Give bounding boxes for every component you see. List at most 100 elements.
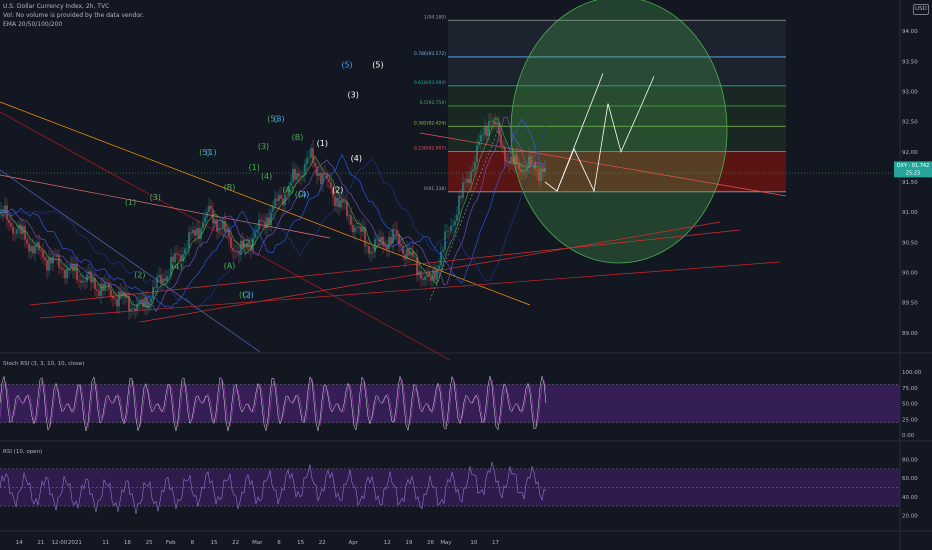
candle	[24, 226, 26, 240]
candle	[386, 246, 388, 250]
time-axis-label: 8	[277, 540, 281, 546]
candle	[58, 255, 60, 268]
candle	[264, 221, 266, 229]
stoch-rsi-title[interactable]: Stoch RSI (3, 3, 10, 10, close)	[3, 361, 85, 367]
candle	[42, 251, 44, 258]
candle	[382, 236, 384, 246]
candle	[268, 217, 270, 226]
candle	[432, 270, 434, 281]
candle	[508, 161, 510, 164]
candle	[482, 134, 484, 136]
candle	[258, 219, 260, 230]
candle	[74, 263, 76, 272]
rsi-title[interactable]: RSI (10, open)	[3, 449, 43, 455]
candle	[510, 156, 512, 164]
candle	[36, 242, 38, 247]
candle	[56, 255, 58, 257]
candle	[474, 162, 476, 170]
candle	[516, 154, 518, 164]
candle	[442, 250, 444, 252]
wave-label: (B)	[224, 183, 236, 192]
candle	[232, 248, 234, 251]
candle	[410, 251, 412, 256]
candle	[236, 250, 238, 252]
candle	[378, 238, 380, 242]
candle	[198, 227, 200, 240]
stoch-axis-label: 25.00	[902, 417, 918, 423]
ema-indicator-label[interactable]: EMA 20/50/100/200	[3, 21, 63, 28]
candle	[314, 162, 316, 167]
candle	[476, 145, 478, 163]
time-axis-label: 10	[470, 540, 477, 546]
candle	[242, 240, 244, 249]
candle	[272, 205, 274, 212]
candle	[394, 229, 396, 230]
candle	[464, 182, 466, 183]
ema-line	[0, 118, 547, 309]
candle	[436, 269, 438, 280]
candle	[98, 290, 100, 296]
trend-line	[0, 174, 331, 239]
candle	[172, 256, 174, 262]
candle	[228, 229, 230, 237]
candle	[144, 297, 146, 307]
wave-label: (5)	[372, 60, 383, 69]
candle	[278, 195, 280, 201]
candle	[158, 275, 160, 278]
candle	[204, 216, 206, 223]
candle	[414, 256, 416, 258]
trend-line	[0, 169, 261, 353]
candle	[178, 254, 180, 256]
candle	[328, 178, 330, 182]
candle	[428, 273, 430, 278]
candle	[112, 295, 114, 299]
candle	[372, 251, 374, 253]
candle	[28, 243, 30, 252]
time-axis-label: 2021	[68, 540, 82, 546]
candle	[466, 178, 468, 183]
candle	[292, 168, 294, 183]
candle	[20, 224, 22, 235]
candle	[494, 121, 496, 125]
candle	[518, 163, 520, 170]
candle	[322, 173, 324, 185]
fib-zone-red	[448, 151, 786, 192]
candle	[224, 220, 226, 233]
candle	[326, 174, 328, 179]
candle	[54, 256, 56, 258]
candle	[530, 156, 532, 166]
candle	[246, 243, 248, 248]
candle	[412, 251, 414, 257]
price-axis-label: 90.50	[902, 240, 918, 246]
candle	[316, 166, 318, 176]
candle	[92, 278, 94, 283]
wave-label: (3)	[150, 193, 161, 202]
candle	[324, 173, 326, 175]
candle	[536, 169, 538, 171]
candle	[338, 197, 340, 208]
currency-badge[interactable]: USD	[913, 4, 929, 15]
candle	[340, 200, 342, 208]
candle	[196, 227, 198, 236]
candle	[354, 227, 356, 233]
candle	[34, 246, 36, 254]
candle	[120, 291, 122, 297]
candle	[222, 220, 224, 230]
candle	[238, 250, 240, 255]
candle	[62, 268, 64, 270]
candle	[468, 178, 470, 184]
candle	[368, 245, 370, 254]
candle	[140, 299, 142, 302]
fib-zone	[448, 85, 786, 107]
time-axis-label: 22	[319, 540, 326, 546]
candle	[206, 211, 208, 217]
wave-label: (3)	[273, 115, 284, 124]
candle	[86, 274, 88, 282]
candle	[356, 227, 358, 228]
stoch-axis-label: 0.00	[902, 433, 915, 439]
price-axis-label: 89.50	[902, 301, 918, 307]
candle	[460, 195, 462, 198]
rsi-axis-label: 40.00	[902, 495, 918, 501]
candle	[526, 168, 528, 172]
